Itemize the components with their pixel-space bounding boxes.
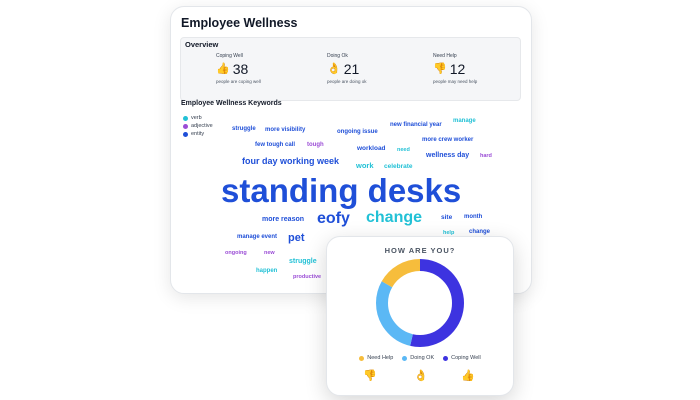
- legend-dot: [443, 355, 449, 361]
- keyword: eofy: [317, 210, 350, 227]
- legend-item-coping-well: Coping Well: [443, 355, 481, 361]
- keyword: site: [441, 214, 453, 221]
- page-title: Employee Wellness: [181, 16, 298, 30]
- ok-hand-icon: 👌: [327, 63, 341, 75]
- metric-value: 38: [232, 61, 249, 77]
- keyword: change: [469, 229, 491, 235]
- legend-dot: [183, 123, 188, 129]
- metric-need-help: Need Help 👎 12 people may need help: [433, 53, 533, 84]
- legend-label: Coping Well: [451, 355, 481, 361]
- donut-slice-doing-ok: [376, 259, 464, 347]
- keyword: wellness day: [426, 152, 470, 159]
- keyword: new financial year: [390, 122, 442, 128]
- survey-title: HOW ARE YOU?: [384, 246, 456, 255]
- survey-legend: Need Help Doing OK Coping Well: [327, 355, 513, 361]
- legend-dot: [183, 115, 188, 121]
- keyword: workload: [357, 145, 386, 152]
- metric-doing-ok: Doing Ok 👌 21 people are doing ok: [327, 53, 427, 84]
- keyword: ongoing: [225, 250, 247, 256]
- legend-label: Doing OK: [410, 355, 435, 361]
- keyword: work: [356, 161, 374, 170]
- ok-hand-icon: 👌: [414, 370, 428, 382]
- keyword: new: [264, 250, 275, 256]
- keyword: month: [464, 214, 483, 220]
- metric-label: Doing Ok: [327, 53, 348, 59]
- keyword: more visibility: [265, 127, 306, 133]
- keyword: more reason: [262, 216, 305, 223]
- survey-icons: 👎 👌 👍: [327, 369, 513, 383]
- donut-chart: [376, 259, 464, 347]
- legend-label: verb: [191, 115, 202, 121]
- keyword-legend: verb adjective entity: [183, 114, 213, 138]
- keyword: ongoing issue: [337, 129, 378, 135]
- thumbs-down-icon: 👎: [433, 63, 447, 75]
- overview-title: Overview: [185, 40, 219, 49]
- metric-caption: people are doing ok: [327, 79, 367, 84]
- keyword: help: [443, 230, 455, 236]
- keyword: hard: [480, 153, 492, 159]
- keyword: celebrate: [384, 163, 413, 170]
- overview-panel: Overview Coping Well 👍 38 people are cop…: [180, 37, 521, 101]
- thumbs-up-icon: 👍: [461, 370, 475, 382]
- metric-label: Need Help: [433, 53, 457, 59]
- legend-dot: [359, 355, 365, 361]
- keyword: struggle: [232, 126, 256, 132]
- metric-value: 21: [343, 61, 360, 77]
- metric-value: 12: [449, 61, 466, 77]
- keyword: happen: [256, 268, 278, 274]
- legend-item-entity: entity: [183, 130, 213, 138]
- legend-item-verb: verb: [183, 114, 213, 122]
- keyword: four day working week: [242, 156, 340, 166]
- thumbs-down-icon: 👎: [363, 370, 377, 382]
- legend-item-need-help: Need Help: [359, 355, 393, 361]
- keyword: change: [366, 209, 423, 226]
- legend-item-adjective: adjective: [183, 122, 213, 130]
- keyword: need: [397, 147, 410, 153]
- keyword: manage event: [237, 234, 278, 240]
- legend-dot: [183, 131, 188, 137]
- how-are-you-card: HOW ARE YOU? Need Help Doing OK Coping W…: [326, 236, 514, 396]
- keyword: pet: [288, 232, 305, 244]
- legend-label: adjective: [191, 123, 213, 129]
- keyword: tough: [307, 142, 324, 148]
- keyword: few tough call: [255, 142, 296, 148]
- donut-slice-need-help: [376, 259, 464, 347]
- keywords-title: Employee Wellness Keywords: [181, 100, 282, 107]
- legend-item-doing-ok: Doing OK: [402, 355, 434, 361]
- metric-caption: people may need help: [433, 79, 478, 84]
- legend-dot: [402, 355, 408, 361]
- keyword: struggle: [289, 258, 317, 265]
- legend-label: Need Help: [367, 355, 394, 361]
- keyword: standing desks: [221, 172, 462, 209]
- metric-label: Coping Well: [216, 53, 243, 59]
- metric-coping-well: Coping Well 👍 38 people are coping well: [216, 53, 316, 84]
- keyword: productive: [293, 274, 322, 280]
- keyword: more crew worker: [422, 137, 474, 143]
- thumbs-up-icon: 👍: [216, 63, 230, 75]
- keyword: manage: [453, 118, 476, 124]
- legend-label: entity: [191, 131, 205, 137]
- metric-caption: people are coping well: [216, 79, 261, 84]
